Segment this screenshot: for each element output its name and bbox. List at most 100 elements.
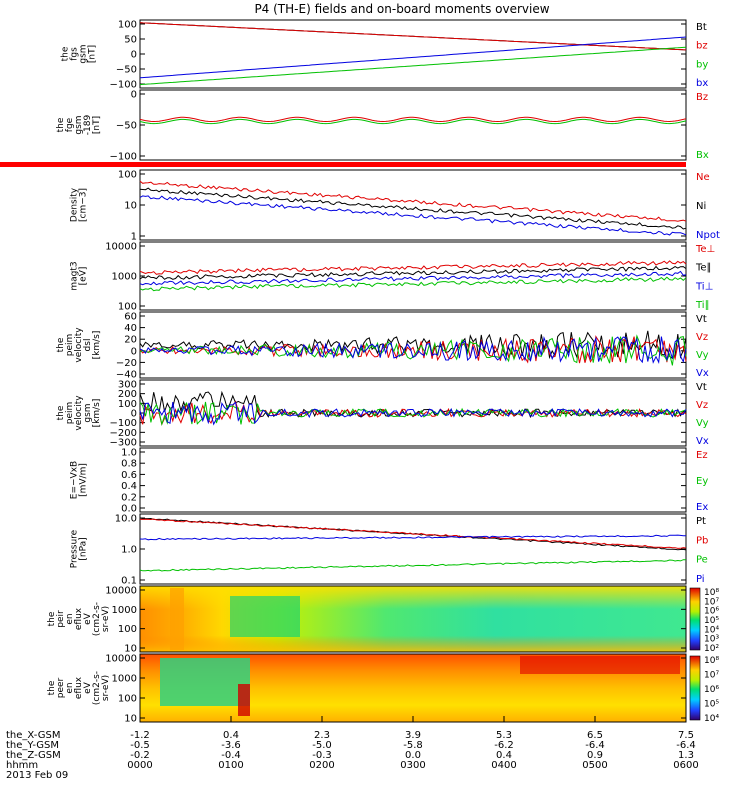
legend-Vz: Vz: [696, 332, 708, 343]
date-label: 2013 Feb 09: [6, 770, 68, 781]
x-tick-label: 0.4: [496, 750, 512, 761]
y-axis-label: the fgs gsm [nT]: [61, 44, 98, 63]
legend-Vx: Vx: [696, 368, 709, 379]
trace-Te⊥: [139, 260, 687, 275]
trace-Te∥: [139, 265, 687, 280]
x-row-label: the_Y-GSM: [6, 740, 59, 751]
panel-1: 100 50 0 −50 −100 the fgs gsm [nT] Bt bz by bx: [61, 19, 708, 91]
y-axis-label-line: eflux: [74, 676, 84, 699]
x-row-label: the_X-GSM: [6, 730, 60, 741]
trace-Pb: [140, 518, 687, 549]
y-tick-label: −100: [110, 418, 137, 429]
panel-frame: [139, 311, 687, 379]
y-axis-label-line: [mV/m]: [79, 463, 89, 497]
y-tick-label: 200: [118, 389, 137, 400]
trace-Vz: [139, 335, 687, 364]
legend-by: by: [696, 59, 708, 70]
y-tick-label: 100: [118, 399, 137, 410]
y-tick-label: 100: [118, 694, 137, 705]
colorbar: [689, 655, 701, 721]
y-axis-label-line: velocity: [74, 395, 84, 431]
y-axis-label-line: the: [47, 680, 57, 695]
trace-Vy: [139, 401, 687, 426]
trace-bz: [139, 22, 687, 51]
legend-Npot: Npot: [696, 230, 720, 241]
y-axis-label-line: (cm2-s-: [92, 602, 102, 636]
figure-title: P4 (TH-E) fields and on-board moments ov…: [254, 2, 549, 16]
y-axis-label: the peim velocity dsl [km/s]: [56, 327, 102, 363]
legend-Pe: Pe: [696, 555, 708, 566]
y-tick-label: −20: [116, 358, 137, 369]
trace-by: [139, 46, 687, 86]
x-tick-label: 5.3: [496, 730, 512, 741]
colorbar-label: 10²: [704, 644, 719, 654]
spectrogram-ion-overlay: [140, 586, 686, 652]
x-tick-label: 0200: [309, 760, 334, 771]
legend-Ex: Ex: [696, 502, 708, 513]
x-tick-label: 6.5: [587, 730, 603, 741]
colorbar-label: 10⁴: [704, 714, 719, 724]
x-tick-label: 0400: [491, 760, 516, 771]
y-tick-label: 300: [118, 380, 137, 391]
x-tick-label: 0.0: [405, 750, 421, 761]
trace-Pe: [139, 559, 686, 572]
y-tick-label: 0: [131, 50, 137, 61]
spectrogram-patch: [160, 658, 250, 706]
y-tick-label: 0.6: [121, 470, 137, 481]
y-axis-label-line: eV: [83, 612, 93, 625]
x-tick-label: -3.6: [221, 740, 241, 751]
x-tick-label: 0.9: [587, 750, 603, 761]
y-tick-label: 10: [124, 714, 137, 725]
y-tick-label: −100: [110, 80, 137, 91]
legend-Vt: Vt: [696, 314, 707, 325]
x-row-label: hhmm: [6, 760, 38, 771]
colorbar-label: 10⁵: [704, 700, 719, 710]
legend-Vy: Vy: [696, 350, 709, 361]
x-tick-label: -0.2: [130, 750, 150, 761]
x-tick-label: -1.2: [130, 730, 150, 741]
spectrogram-band: [520, 656, 680, 674]
colorbar-label: 10⁸: [704, 588, 719, 598]
legend-Pt: Pt: [696, 516, 706, 527]
y-tick-label: 0.4: [121, 481, 137, 492]
y-tick-label: 10000: [105, 586, 137, 597]
y-axis-label-line: the: [61, 46, 71, 61]
y-axis-label-line: -189: [83, 115, 93, 136]
legend-Te⊥: Te⊥: [695, 244, 715, 255]
y-axis-label-line: [eV]: [79, 267, 89, 286]
trace-Vy: [139, 334, 687, 366]
y-axis-label-line: eflux: [74, 607, 84, 630]
legend-Ez: Ez: [696, 450, 708, 461]
trace-Bz: [139, 116, 687, 123]
y-axis-label: E=−VxB [mV/m]: [70, 461, 89, 499]
y-axis-label-line: Pressure: [70, 529, 80, 568]
panel-frame: [139, 89, 687, 161]
y-axis-label-line: peir: [56, 610, 66, 628]
x-tick-label: 0100: [218, 760, 243, 771]
y-tick-label: 60: [124, 312, 137, 323]
y-tick-label: 100: [118, 624, 137, 635]
y-axis-label-line: [km/s]: [92, 331, 102, 360]
colorbar-label: 10⁷: [704, 597, 719, 607]
x-tick-label: 1.3: [678, 750, 694, 761]
y-tick-label: 20: [124, 335, 137, 346]
y-axis-label-line: (cm2-s-: [92, 671, 102, 705]
colorbar-label: 10⁶: [704, 685, 719, 695]
trace-Bx: [139, 118, 687, 125]
panel-frame: [139, 513, 687, 585]
colorbar-label: 10⁴: [704, 625, 719, 635]
legend-Ti∥: Ti∥: [695, 300, 710, 311]
legend-Pi: Pi: [696, 574, 705, 585]
trace-bx: [139, 36, 687, 79]
time-axis-labels: the_X-GSM -1.2 0.4 2.3 3.9 5.3 6.5 7.5 the_Y-GSM…: [6, 716, 699, 781]
trace-Ti∥: [139, 276, 687, 292]
y-axis-label-line: the: [56, 337, 66, 352]
y-axis-label-line: [nT]: [92, 116, 102, 134]
x-tick-label: -0.3: [312, 750, 332, 761]
colorbar-label: 10⁸: [704, 656, 719, 666]
y-axis-label-line: gsm: [79, 44, 89, 63]
y-axis-label-line: peim: [65, 334, 75, 357]
panel-8: 10.0 1.0 0.1 Pressure [nPa] Pt Pb Pe Pi: [70, 513, 708, 587]
